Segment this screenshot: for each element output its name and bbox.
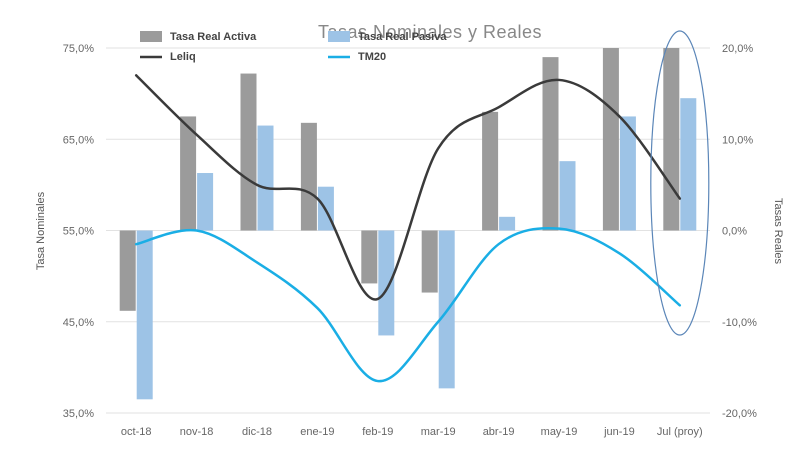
- bar-tasa-real-activa: [602, 48, 619, 231]
- left-tick-label: 45,0%: [63, 317, 94, 329]
- bar-tasa-real-activa: [119, 230, 136, 311]
- bar-tasa-real-pasiva: [499, 216, 516, 231]
- y-axis-right-title: Tasas Reales: [772, 198, 784, 265]
- right-axis-ticks: -20,0% -10,0% 0,0% 10,0% 20,0%: [722, 43, 757, 420]
- x-tick-label: nov-18: [180, 426, 214, 438]
- bar-tasa-real-activa: [482, 111, 499, 231]
- x-tick-label: Jul (proy): [657, 426, 703, 438]
- right-tick-label: -20,0%: [722, 408, 757, 420]
- chart-title: Tasas Nominales y Reales: [318, 22, 542, 42]
- left-axis-ticks: 35,0% 45,0% 55,0% 65,0% 75,0%: [63, 43, 94, 420]
- right-tick-label: 0,0%: [722, 226, 747, 238]
- bar-tasa-real-activa: [240, 73, 257, 231]
- right-tick-label: 10,0%: [722, 134, 753, 146]
- right-tick-label: 20,0%: [722, 43, 753, 55]
- bar-tasa-real-activa: [180, 116, 197, 231]
- bar-series: [119, 48, 697, 400]
- left-tick-label: 75,0%: [63, 43, 94, 55]
- bar-tasa-real-activa: [300, 122, 317, 231]
- y-axis-left-title: Tasa Nominales: [35, 191, 47, 270]
- bar-tasa-real-pasiva: [197, 173, 214, 231]
- legend-label-tasa-real-activa: Tasa Real Activa: [170, 31, 257, 43]
- x-tick-label: dic-18: [242, 426, 272, 438]
- legend-swatch-tasa-real-activa: [140, 31, 162, 42]
- x-tick-label: ene-19: [300, 426, 334, 438]
- bar-tasa-real-pasiva: [680, 98, 697, 231]
- x-tick-label: mar-19: [421, 426, 456, 438]
- x-tick-label: oct-18: [121, 426, 152, 438]
- bar-tasa-real-activa: [542, 57, 559, 231]
- bar-tasa-real-pasiva: [136, 230, 153, 400]
- bar-tasa-real-pasiva: [619, 116, 636, 231]
- bar-tasa-real-activa: [361, 230, 378, 284]
- legend-label-tasa-real-pasiva: Tasa Real Pasiva: [358, 31, 447, 43]
- left-tick-label: 35,0%: [63, 408, 94, 420]
- right-tick-label: -10,0%: [722, 317, 757, 329]
- x-tick-label: may-19: [541, 426, 578, 438]
- bar-tasa-real-pasiva: [257, 125, 274, 231]
- x-axis-ticks: oct-18 nov-18 dic-18 ene-19 feb-19 mar-19 abr-…: [121, 426, 703, 438]
- line-tm20: [134, 226, 682, 383]
- projection-ellipse: [650, 30, 710, 336]
- left-tick-label: 55,0%: [63, 226, 94, 238]
- bar-tasa-real-activa: [663, 48, 680, 231]
- bar-tasa-real-pasiva: [559, 161, 576, 231]
- legend-label-tm20: TM20: [358, 51, 386, 63]
- x-tick-label: feb-19: [362, 426, 393, 438]
- left-tick-label: 65,0%: [63, 134, 94, 146]
- legend-swatch-tasa-real-pasiva: [328, 31, 350, 42]
- legend: Tasa Real Activa Tasa Real Pasiva Leliq TM2…: [140, 31, 447, 63]
- x-tick-label: jun-19: [603, 426, 635, 438]
- legend-label-leliq: Leliq: [170, 51, 196, 63]
- projection-annotation: [650, 30, 710, 336]
- bar-tasa-real-activa: [421, 230, 438, 293]
- bar-tasa-real-pasiva: [378, 230, 395, 336]
- x-tick-label: abr-19: [483, 426, 515, 438]
- line-leliq: [134, 74, 682, 301]
- line-series: [134, 74, 682, 383]
